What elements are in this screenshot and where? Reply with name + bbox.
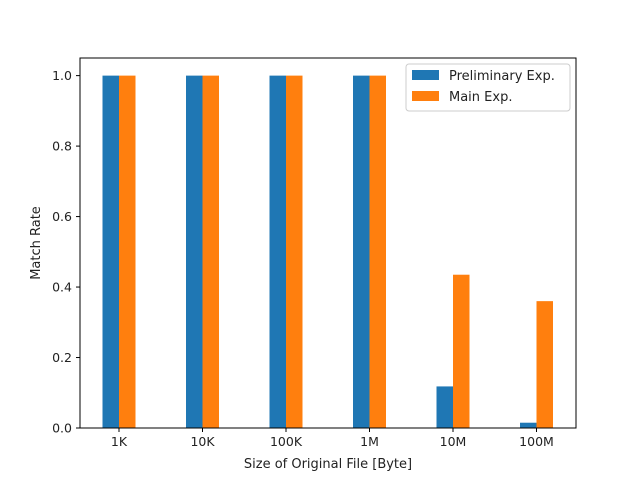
bar-main-1k [119,75,136,428]
x-tick-label: 100K [270,434,303,449]
bar-preliminary-10k [186,75,203,428]
bar-preliminary-10m [436,386,453,428]
legend-label-preliminary: Preliminary Exp. [449,69,555,84]
bar-main-10k [202,75,219,428]
legend: Preliminary Exp. Main Exp. [405,63,571,112]
plot-frame [79,57,577,429]
bar-preliminary-100k [269,75,286,428]
bar-preliminary-1k [102,75,119,428]
bar-main-1m [369,75,386,428]
y-tick-label: 0.6 [52,209,72,224]
y-tick-label: 1.0 [52,68,72,83]
legend-label-main: Main Exp. [449,90,512,105]
x-tick-label: 100M [519,434,554,449]
bar-main-100m [536,301,553,428]
y-tick-label: 0.8 [52,139,72,154]
bar-preliminary-1m [353,75,370,428]
bar-main-10m [453,274,470,428]
bars-group [102,75,553,428]
x-tick-label: 10K [190,434,215,449]
x-axis-label: Size of Original File [Byte] [244,457,412,472]
x-axis-ticks: 1K 10K 100K 1M 10M 100M [111,428,554,449]
x-tick-label: 1M [360,434,379,449]
y-tick-label: 0.0 [52,421,72,436]
y-tick-label: 0.4 [52,280,72,295]
legend-swatch-main [412,91,439,101]
y-axis-label: Match Rate [29,206,44,280]
legend-box [405,63,571,112]
y-axis-ticks: 0.0 0.2 0.4 0.6 0.8 1.0 [52,68,80,436]
bar-preliminary-100m [520,422,537,428]
x-tick-label: 10M [440,434,467,449]
x-tick-label: 1K [111,434,128,449]
y-tick-label: 0.2 [52,350,72,365]
legend-swatch-preliminary [412,70,439,80]
bar-main-100k [286,75,303,428]
